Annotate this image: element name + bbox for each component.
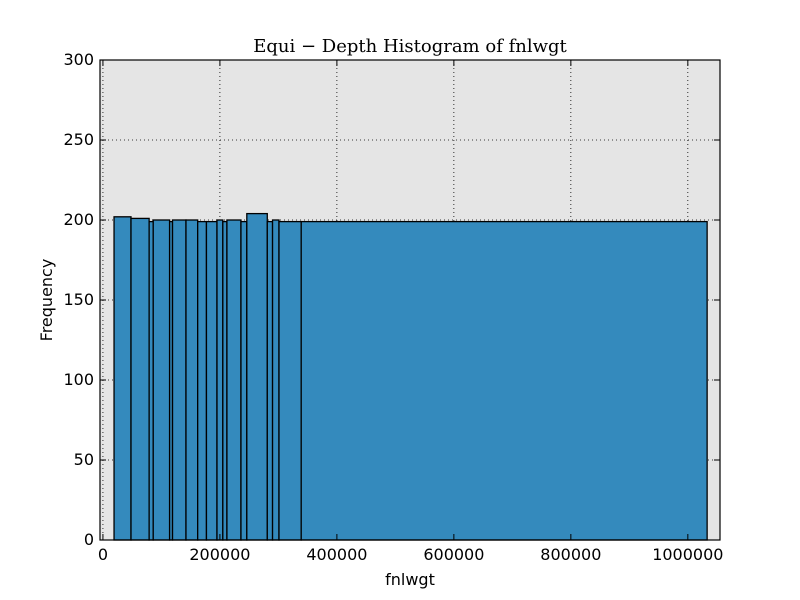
bars-group <box>113 212 708 541</box>
histogram-bar <box>185 219 199 541</box>
histogram-bar <box>152 219 171 541</box>
histogram-bar <box>240 220 248 541</box>
x-tick-label: 800000 <box>540 545 601 564</box>
x-tick-label: 600000 <box>423 545 484 564</box>
x-tick-label: 200000 <box>189 545 250 564</box>
histogram-bar <box>216 219 224 541</box>
y-axis-label: Frequency <box>37 259 56 342</box>
y-tick-label: 300 <box>63 50 94 69</box>
histogram-bar <box>266 220 274 541</box>
histogram-bar <box>171 219 187 541</box>
x-tick-label: 0 <box>98 545 108 564</box>
y-axis-ticks: 0 50 100 150 200 250 300 <box>63 50 720 549</box>
chart-title: Equi − Depth Histogram of fnlwgt <box>253 36 567 57</box>
x-axis-ticks: 0 200000 400000 600000 800000 1000000 <box>98 60 723 564</box>
y-tick-label: 250 <box>63 130 94 149</box>
histogram-bar <box>197 220 208 541</box>
histogram-bar <box>205 220 218 541</box>
histogram-bar <box>113 216 132 541</box>
x-tick-label: 400000 <box>306 545 367 564</box>
y-tick-label: 0 <box>84 530 94 549</box>
histogram-bar <box>246 212 268 541</box>
histogram-bar <box>226 219 242 541</box>
y-tick-label: 200 <box>63 210 94 229</box>
x-axis-label: fnlwgt <box>385 570 435 589</box>
y-tick-label: 50 <box>74 450 94 469</box>
histogram-bar <box>278 220 302 541</box>
histogram-bar <box>271 219 280 541</box>
y-tick-label: 100 <box>63 370 94 389</box>
histogram-bar <box>130 217 150 541</box>
histogram-bar <box>300 220 708 541</box>
x-tick-label: 1000000 <box>652 545 723 564</box>
y-tick-label: 150 <box>63 290 94 309</box>
